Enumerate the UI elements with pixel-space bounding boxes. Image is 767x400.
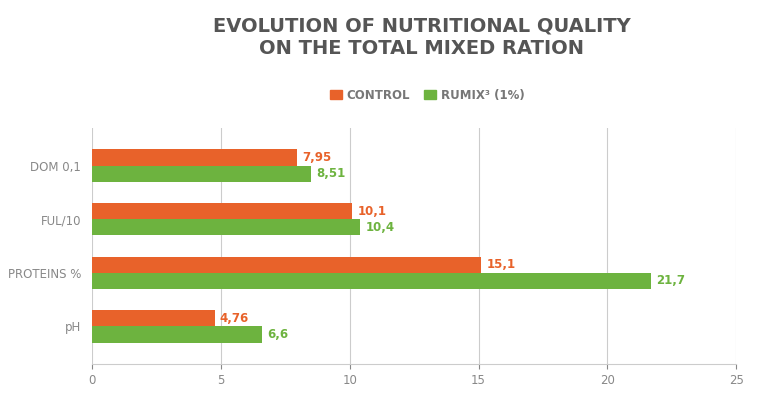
- Bar: [92, 257, 481, 273]
- Text: 10,1: 10,1: [357, 205, 387, 218]
- Bar: [92, 203, 352, 219]
- Text: EVOLUTION OF NUTRITIONAL QUALITY
ON THE TOTAL MIXED RATION: EVOLUTION OF NUTRITIONAL QUALITY ON THE …: [213, 16, 630, 58]
- Bar: [92, 166, 311, 182]
- Text: 7,95: 7,95: [302, 151, 331, 164]
- Text: 6,6: 6,6: [267, 328, 288, 341]
- Bar: [92, 150, 297, 166]
- Text: 4,76: 4,76: [220, 312, 249, 325]
- Text: 21,7: 21,7: [657, 274, 686, 287]
- Bar: [92, 273, 651, 289]
- Bar: [92, 310, 215, 326]
- Text: 15,1: 15,1: [486, 258, 515, 271]
- Legend: CONTROL, RUMIX³ (1%): CONTROL, RUMIX³ (1%): [325, 84, 529, 107]
- Bar: [92, 219, 360, 235]
- Text: 10,4: 10,4: [365, 221, 394, 234]
- Bar: [92, 326, 262, 342]
- Text: 8,51: 8,51: [317, 167, 346, 180]
